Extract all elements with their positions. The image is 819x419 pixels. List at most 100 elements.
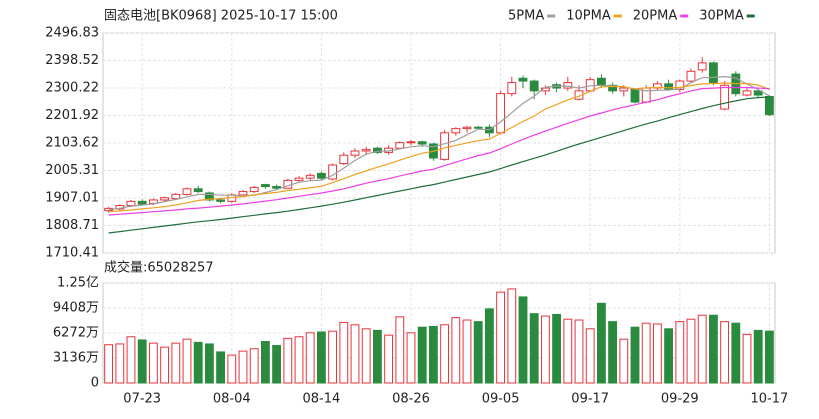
volume-bar [272, 345, 282, 384]
candle-body [361, 149, 371, 152]
ma-line [108, 86, 770, 216]
candle-body [182, 188, 192, 195]
volume-bar [171, 342, 181, 384]
volume-bar [305, 332, 315, 384]
candle-body [204, 192, 214, 201]
candle-body [451, 128, 461, 134]
volume-bar [216, 351, 226, 384]
volume-bar [496, 291, 506, 384]
volume-bar [417, 326, 427, 384]
candle-body [339, 154, 349, 165]
y-tick-label: 2103.62 [45, 136, 99, 151]
candle-body [473, 126, 483, 129]
ma-line [108, 75, 770, 211]
volume-bar [227, 354, 237, 384]
volume-bar [563, 318, 573, 384]
candle-body [630, 88, 640, 103]
candle-body [193, 188, 203, 193]
volume-bar [384, 334, 394, 384]
volume-bar [697, 314, 707, 384]
candle-body [540, 87, 550, 92]
legend-label: 20PMA [633, 9, 678, 24]
volume-bar [708, 314, 718, 384]
y-tick-label: 2201.92 [45, 108, 99, 123]
volume-bar [350, 324, 360, 384]
volume-bar [182, 338, 192, 384]
candle-body [664, 83, 674, 90]
volume-bar [372, 329, 382, 384]
candle-body [406, 141, 416, 144]
x-tick-label: 09-17 [571, 392, 609, 407]
y-tick-label: 2398.52 [45, 53, 99, 68]
candle-body [563, 81, 573, 89]
volume-bar [540, 315, 550, 384]
candle-body [496, 93, 506, 134]
candle-body [507, 81, 517, 95]
volume-bar [294, 336, 304, 384]
candle-body [260, 184, 270, 188]
volume-bar [260, 341, 270, 384]
candle-body [529, 80, 539, 92]
volume-bar [686, 318, 696, 384]
chart-title: 固态电池[BK0968] 2025-10-17 15:00 [104, 9, 338, 24]
candle-body [272, 186, 282, 189]
volume-bar [238, 350, 248, 384]
volume-bar [339, 321, 349, 384]
x-tick-label: 10-17 [751, 392, 789, 407]
y-tick-label: 6272万 [53, 326, 99, 341]
volume-bar [395, 316, 405, 384]
volume-bar [596, 302, 606, 384]
volume-bar [731, 322, 741, 384]
volume-bar [630, 326, 640, 384]
candle-body [395, 142, 405, 149]
candle-body [708, 62, 718, 83]
candle-body [720, 84, 730, 110]
volume-bar [193, 341, 203, 384]
volume-bar [160, 346, 170, 384]
volume-bar [507, 288, 517, 384]
candle-body [619, 87, 629, 92]
candle-body [305, 174, 315, 179]
volume-bar [518, 296, 528, 384]
volume-bar [585, 328, 595, 384]
volume-bar [641, 322, 651, 384]
candle-body [350, 150, 360, 156]
volume-bar [406, 332, 416, 384]
volume-bar [753, 329, 763, 384]
volume-bar [316, 331, 326, 384]
volume-bar [148, 342, 158, 384]
legend-label: 30PMA [699, 9, 744, 24]
volume-bar [552, 313, 562, 384]
candle-body [126, 200, 136, 207]
candle-body [742, 90, 752, 96]
volume-bar [720, 321, 730, 384]
x-tick-label: 08-14 [303, 392, 341, 407]
candle-body [137, 200, 147, 205]
x-tick-label: 09-29 [661, 392, 699, 407]
volume-bar [204, 343, 214, 384]
candle-body [417, 141, 427, 145]
candle-body [249, 186, 259, 193]
candle-body [675, 80, 685, 90]
volume-bar [137, 339, 147, 384]
candle-body [764, 95, 774, 116]
x-tick-label: 07-23 [123, 392, 161, 407]
volume-bar [742, 333, 752, 384]
candle-body [238, 191, 248, 196]
volume-bar [361, 328, 371, 384]
candle-body [686, 70, 696, 82]
candle-body [372, 147, 382, 153]
x-tick-label: 09-05 [482, 392, 520, 407]
volume-bar [328, 330, 338, 384]
candle-body [753, 90, 763, 96]
volume-bar [462, 319, 472, 384]
candle-body [697, 62, 707, 71]
candle-body [462, 126, 472, 130]
volume-bar [440, 324, 450, 384]
x-tick-label: 08-04 [213, 392, 251, 407]
candle-body [596, 77, 606, 86]
volume-bar [428, 325, 438, 384]
volume-bar [104, 344, 114, 384]
legend-label: 5PMA [508, 9, 544, 24]
